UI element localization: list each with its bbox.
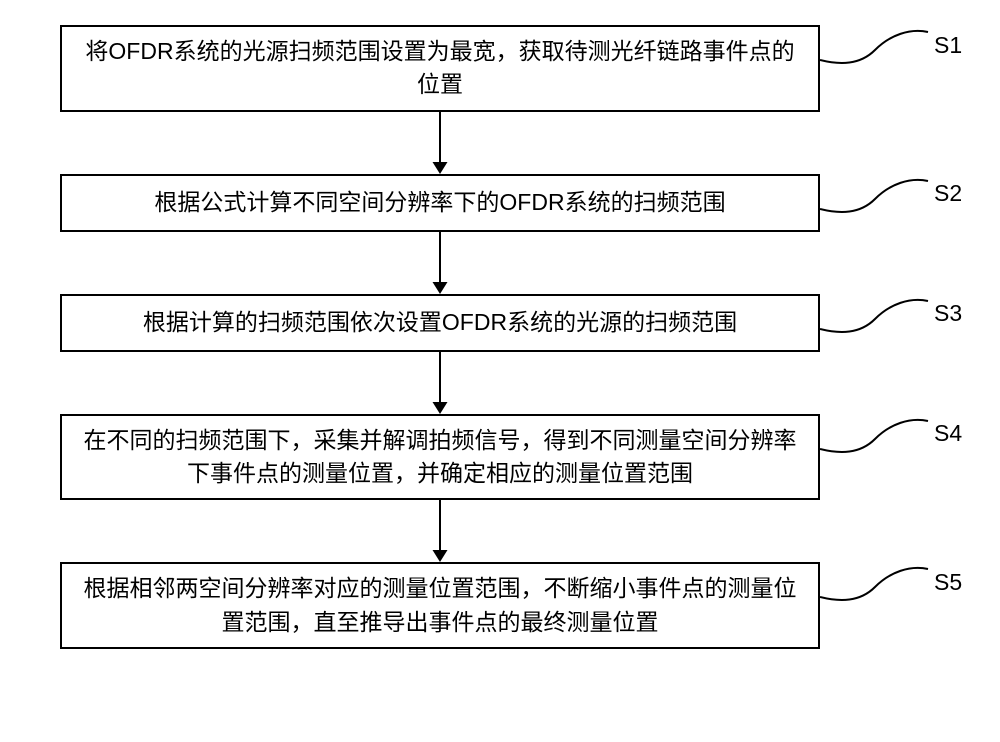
step-label: S4: [934, 420, 962, 447]
flowchart-container: 将OFDR系统的光源扫频范围设置为最宽，获取待测光纤链路事件点的位置S1 根据公式…: [60, 25, 845, 649]
flowchart-step: 将OFDR系统的光源扫频范围设置为最宽，获取待测光纤链路事件点的位置S1: [60, 25, 845, 112]
flowchart-step: 根据相邻两空间分辨率对应的测量位置范围，不断缩小事件点的测量位置范围，直至推导出…: [60, 562, 845, 649]
step-side: S1: [820, 20, 962, 70]
arrow-down: [60, 352, 820, 414]
step-label: S2: [934, 180, 962, 207]
step-box: 根据公式计算不同空间分辨率下的OFDR系统的扫频范围: [60, 174, 820, 232]
step-box: 根据计算的扫频范围依次设置OFDR系统的光源的扫频范围: [60, 294, 820, 352]
step-label: S3: [934, 300, 962, 327]
flowchart-step: 根据计算的扫频范围依次设置OFDR系统的光源的扫频范围S3: [60, 294, 845, 352]
arrow-down: [60, 500, 820, 562]
step-box: 将OFDR系统的光源扫频范围设置为最宽，获取待测光纤链路事件点的位置: [60, 25, 820, 112]
step-side: S3: [820, 289, 962, 339]
step-side: S2: [820, 169, 962, 219]
step-side: S5: [820, 557, 962, 607]
arrow-down: [60, 232, 820, 294]
flowchart-step: 根据公式计算不同空间分辨率下的OFDR系统的扫频范围S2: [60, 174, 845, 232]
step-label: S5: [934, 569, 962, 596]
step-side: S4: [820, 409, 962, 459]
step-box: 在不同的扫频范围下，采集并解调拍频信号，得到不同测量空间分辨率下事件点的测量位置…: [60, 414, 820, 501]
step-label: S1: [934, 32, 962, 59]
arrow-down: [60, 112, 820, 174]
step-box: 根据相邻两空间分辨率对应的测量位置范围，不断缩小事件点的测量位置范围，直至推导出…: [60, 562, 820, 649]
flowchart-step: 在不同的扫频范围下，采集并解调拍频信号，得到不同测量空间分辨率下事件点的测量位置…: [60, 414, 845, 501]
